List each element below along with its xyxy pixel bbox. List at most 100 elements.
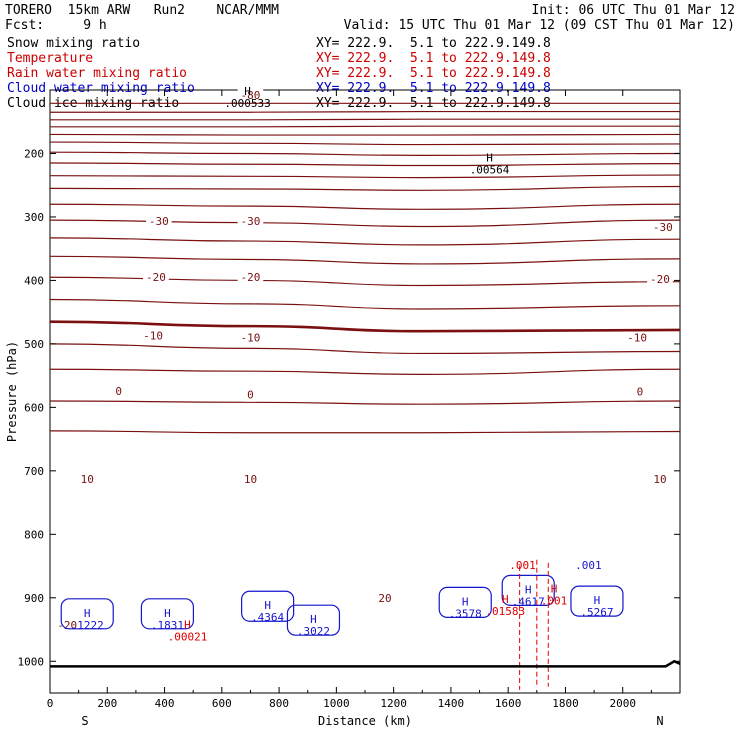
isotherm-line — [50, 110, 680, 113]
header-title: TORERO 15km ARW Run2 NCAR/MMM — [5, 3, 279, 18]
isotherm-label: 10 — [81, 473, 94, 486]
max-value: .001 — [575, 559, 602, 572]
header-fcst: Fcst: 9 h — [5, 18, 107, 33]
cloud-water-contour — [501, 574, 555, 606]
isotherm-label: -30 — [653, 221, 673, 234]
isotherm-label: -30 — [241, 215, 261, 228]
isotherm-line — [49, 430, 681, 434]
isotherm-label-bg — [113, 384, 125, 398]
max-value: .000533 — [224, 97, 270, 110]
max-value: .00564 — [470, 164, 510, 177]
legend-xy: XY= 222.9. 5.1 to 222.9.149.8 — [316, 51, 551, 66]
max-value: .01583 — [485, 605, 525, 618]
y-tick-label: 200 — [24, 147, 44, 160]
isotherm-label: 0 — [115, 385, 122, 398]
max-marker: H — [184, 618, 191, 631]
max-marker: H — [84, 607, 91, 620]
x-tick-label: 1800 — [552, 697, 579, 710]
legend-xy: XY= 222.9. 5.1 to 222.9.149.8 — [316, 36, 551, 51]
isotherm-line — [49, 368, 681, 375]
max-marker: H — [486, 152, 493, 165]
isotherm-label: -10 — [241, 332, 261, 345]
isotherm-label-bg — [624, 331, 650, 345]
isotherm-label: -10 — [143, 330, 163, 343]
y-tick-label: 800 — [24, 528, 44, 541]
cloud-water-contour — [438, 586, 492, 619]
north-label: N — [656, 714, 663, 728]
isotherm-label-bg — [143, 271, 169, 285]
isotherm-label-bg — [146, 214, 172, 228]
y-tick-label: 500 — [24, 338, 44, 351]
cloud-water-contour — [241, 590, 295, 622]
isotherm-line — [50, 118, 680, 121]
max-marker: H — [310, 613, 317, 626]
isotherm-label: 20 — [378, 592, 391, 605]
isotherm-line — [49, 185, 681, 191]
legend-xy: XY= 222.9. 5.1 to 222.9.149.8 — [316, 81, 551, 96]
isotherm-label: -10 — [627, 332, 647, 345]
legend-xy: XY= 222.9. 5.1 to 222.9.149.8 — [316, 66, 551, 81]
max-value: .5267 — [580, 606, 613, 619]
max-marker: H — [264, 599, 271, 612]
isotherm-label-bg — [634, 385, 646, 399]
isotherm-label: -80 — [241, 89, 261, 102]
max-marker: H — [594, 594, 601, 607]
x-tick-label: 1400 — [438, 697, 465, 710]
cloud-water-contour — [140, 598, 195, 630]
header-init: Init: 06 UTC Thu 01 Mar 12 — [531, 3, 736, 18]
isotherm-label-bg — [647, 273, 673, 287]
max-value: .001 — [509, 559, 536, 572]
terrain-line — [50, 659, 681, 668]
isotherm-label-bg — [375, 591, 395, 605]
cloud-water-contour — [286, 604, 341, 636]
isotherm-line — [49, 203, 681, 210]
isotherm-label-bg — [78, 473, 97, 487]
x-tick-label: 2000 — [609, 697, 636, 710]
isotherm-line — [49, 298, 681, 310]
y-tick-label: 700 — [24, 465, 44, 478]
max-value: .4364 — [251, 611, 284, 624]
isotherm-line — [49, 162, 681, 167]
isotherm-line — [49, 237, 681, 246]
isotherm-label-bg — [237, 214, 264, 228]
y-tick-label: 900 — [24, 592, 44, 605]
isotherm-line — [49, 219, 681, 228]
y-axis-label: Pressure (hPa) — [5, 341, 19, 442]
max-value: .3022 — [297, 625, 330, 638]
isotherm-line — [50, 125, 680, 128]
x-tick-label: 0 — [47, 697, 54, 710]
cloud-water-contour — [60, 598, 114, 630]
max-marker: H — [502, 593, 509, 606]
plot-frame — [49, 89, 681, 694]
cloud-water-contour — [570, 585, 624, 617]
isotherm-label: 0 — [247, 389, 254, 402]
y-tick-label: 1000 — [18, 655, 45, 668]
isotherm-line — [49, 151, 681, 156]
isotherm-label: 10 — [653, 473, 666, 486]
x-tick-label: 1000 — [323, 697, 350, 710]
y-tick-label: 600 — [24, 401, 44, 414]
legend-label: Temperature — [7, 51, 94, 66]
isotherm-label-bg — [237, 89, 264, 103]
max-marker: H — [164, 607, 171, 620]
max-value: .001 — [541, 595, 568, 608]
isotherm-label-bg — [650, 473, 670, 487]
max-marker: H — [525, 583, 532, 596]
x-tick-label: 1600 — [495, 697, 522, 710]
isotherm-label: 0 — [637, 386, 644, 399]
max-value: .3578 — [449, 607, 482, 620]
isotherm-line — [49, 400, 681, 405]
isotherm-line — [49, 174, 681, 179]
x-tick-label: 200 — [97, 697, 117, 710]
legend-label: Rain water mixing ratio — [7, 66, 188, 81]
header-valid: Valid: 15 UTC Thu 01 Mar 12 (09 CST Thu … — [343, 18, 735, 33]
x-tick-label: 600 — [212, 697, 232, 710]
isotherm-label-bg — [237, 271, 264, 285]
isotherm-label-bg — [241, 473, 260, 487]
max-value: .00021 — [168, 630, 208, 643]
isotherm-label: -20 — [146, 271, 166, 284]
y-tick-label: 400 — [24, 274, 44, 287]
isotherm-line — [49, 141, 681, 146]
isotherm-line — [49, 255, 681, 265]
